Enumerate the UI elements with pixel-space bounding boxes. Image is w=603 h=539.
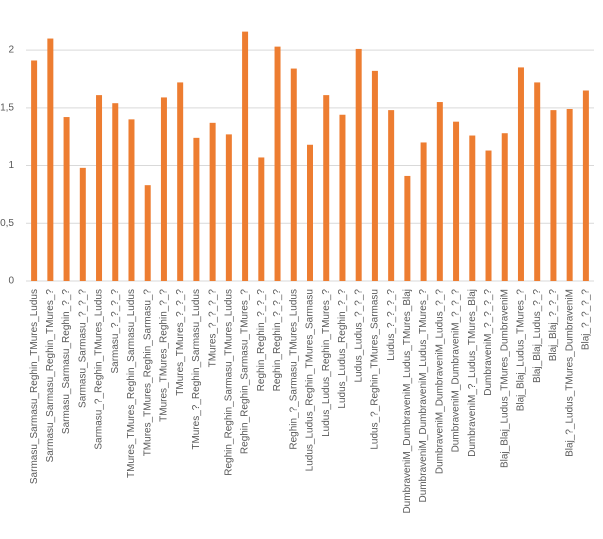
bar [566,108,573,282]
bar [404,175,411,281]
x-tick-label: DumbraveniM_?_?_?_? [483,289,494,396]
x-tick-label: TMures_?_Reghin_Sarmasu_Ludus [191,289,202,450]
bar [47,38,54,281]
y-tick-label: 0 [8,276,14,287]
bar [371,70,378,281]
x-tick-label: DumbraveniM_DumbraveniM_Ludus_TMures_Bla… [402,289,413,514]
x-tick-label: Reghin_Reghin_?_?_? [256,289,267,392]
bar [436,102,443,281]
bar [517,67,524,281]
x-tick-label: Sarmasu_Sarmasu_?_?_? [77,289,88,408]
bar [420,142,427,281]
bar [258,157,265,281]
x-tick-label: Blaj_Blaj_Ludus_TMures_? [516,289,527,412]
x-tick-label: Blaj_Blaj_Ludus_TMures_DumbraveniM [499,289,510,468]
x-tick-label: DumbraveniM_DumbraveniM_?_?_? [451,289,462,453]
x-tick-label: Reghin_Reghin_?_?_? [272,289,283,392]
bar [160,97,167,281]
bar [31,60,38,282]
x-tick-label: Sarmasu_Sarmasu_Reghin_TMures_? [45,289,56,463]
bar [63,117,70,282]
y-tick-label: 1,5 [0,102,14,113]
x-tick-label: Sarmasu_Sarmasu_Reghin_?_? [61,289,72,435]
y-tick-label: 1 [8,160,14,171]
x-tick-label: Reghin_?_Sarmasu_TMures_Ludus [288,289,299,450]
x-tick-label: Ludus_Ludus_?_?_? [353,289,364,383]
bar [209,122,216,281]
x-tick-label: Blaj_?_Ludus_TMures_DumbraveniM [564,289,575,457]
bar [582,90,589,281]
bar [79,167,86,281]
bar [485,150,492,281]
bar [274,46,281,281]
bar [112,103,119,281]
x-tick-label: Ludus_?_?_?_? [386,289,397,361]
bar [323,95,330,281]
y-tick-label: 0,5 [0,218,14,229]
bar [177,82,184,281]
x-tick-label: TMures_TMures_Reghin_Sarmasu_? [142,289,153,457]
x-tick-label: Blaj_?_?_?_? [581,289,592,351]
bar [144,185,151,281]
x-tick-label: TMures_TMures_Reghin_?_? [159,289,170,422]
x-tick-label: Ludus_Ludus_Reghin_TMures_? [321,289,332,437]
x-tick-label: DumbraveniM_?_Ludus_TMures_Blaj [467,289,478,457]
bar [534,82,541,281]
x-tick-label: Ludus_Ludus_Reghin_?_? [337,289,348,409]
x-tick-label: Sarmasu_?_?_?_? [110,289,121,374]
x-tick-label: Blaj_Blaj_Ludus_?_? [532,289,543,383]
bar [355,48,362,281]
x-tick-label: Blaj_Blaj_?_?_? [548,289,559,362]
bar [307,144,313,281]
bar [550,110,557,281]
bar [339,114,346,281]
x-tick-label: DumbraveniM_DumbraveniM_Ludus_?_? [434,289,445,475]
x-tick-label: Sarmasu_?_Reghin_TMures_Ludus [94,289,105,450]
bar [290,68,297,282]
x-tick-label: Reghin_Reghin_Sarmasu_TMures_? [240,289,251,455]
bar [242,31,249,282]
bar [388,110,395,281]
x-tick-label: Ludus_Ludus_Reghin_TMures_Sarmasu [305,289,316,471]
x-tick-label: Sarmasu_Sarmasu_Reghin_TMures_Ludus [29,289,40,484]
x-tick-label: TMures_?_?_?_? [207,289,218,368]
bar [453,121,460,281]
bar [225,134,232,281]
x-tick-label: Reghin_Reghin_Sarmasu_TMures_Ludus [223,289,234,476]
bar [193,137,200,281]
y-tick-label: 2 [8,45,14,56]
bar [128,119,135,281]
x-tick-label: TMures_TMures_Reghin_Sarmasu_Ludus [126,289,137,478]
x-tick-label: DumbraveniM_DumbraveniM_Ludus_TMures_? [418,289,429,503]
bar [469,135,476,281]
bar [96,95,103,281]
x-tick-label: TMures_TMures_?_?_? [175,289,186,396]
x-tick-label: Ludus_?_Reghin_TMures_Sarmasu [370,289,381,450]
bar [501,133,508,281]
